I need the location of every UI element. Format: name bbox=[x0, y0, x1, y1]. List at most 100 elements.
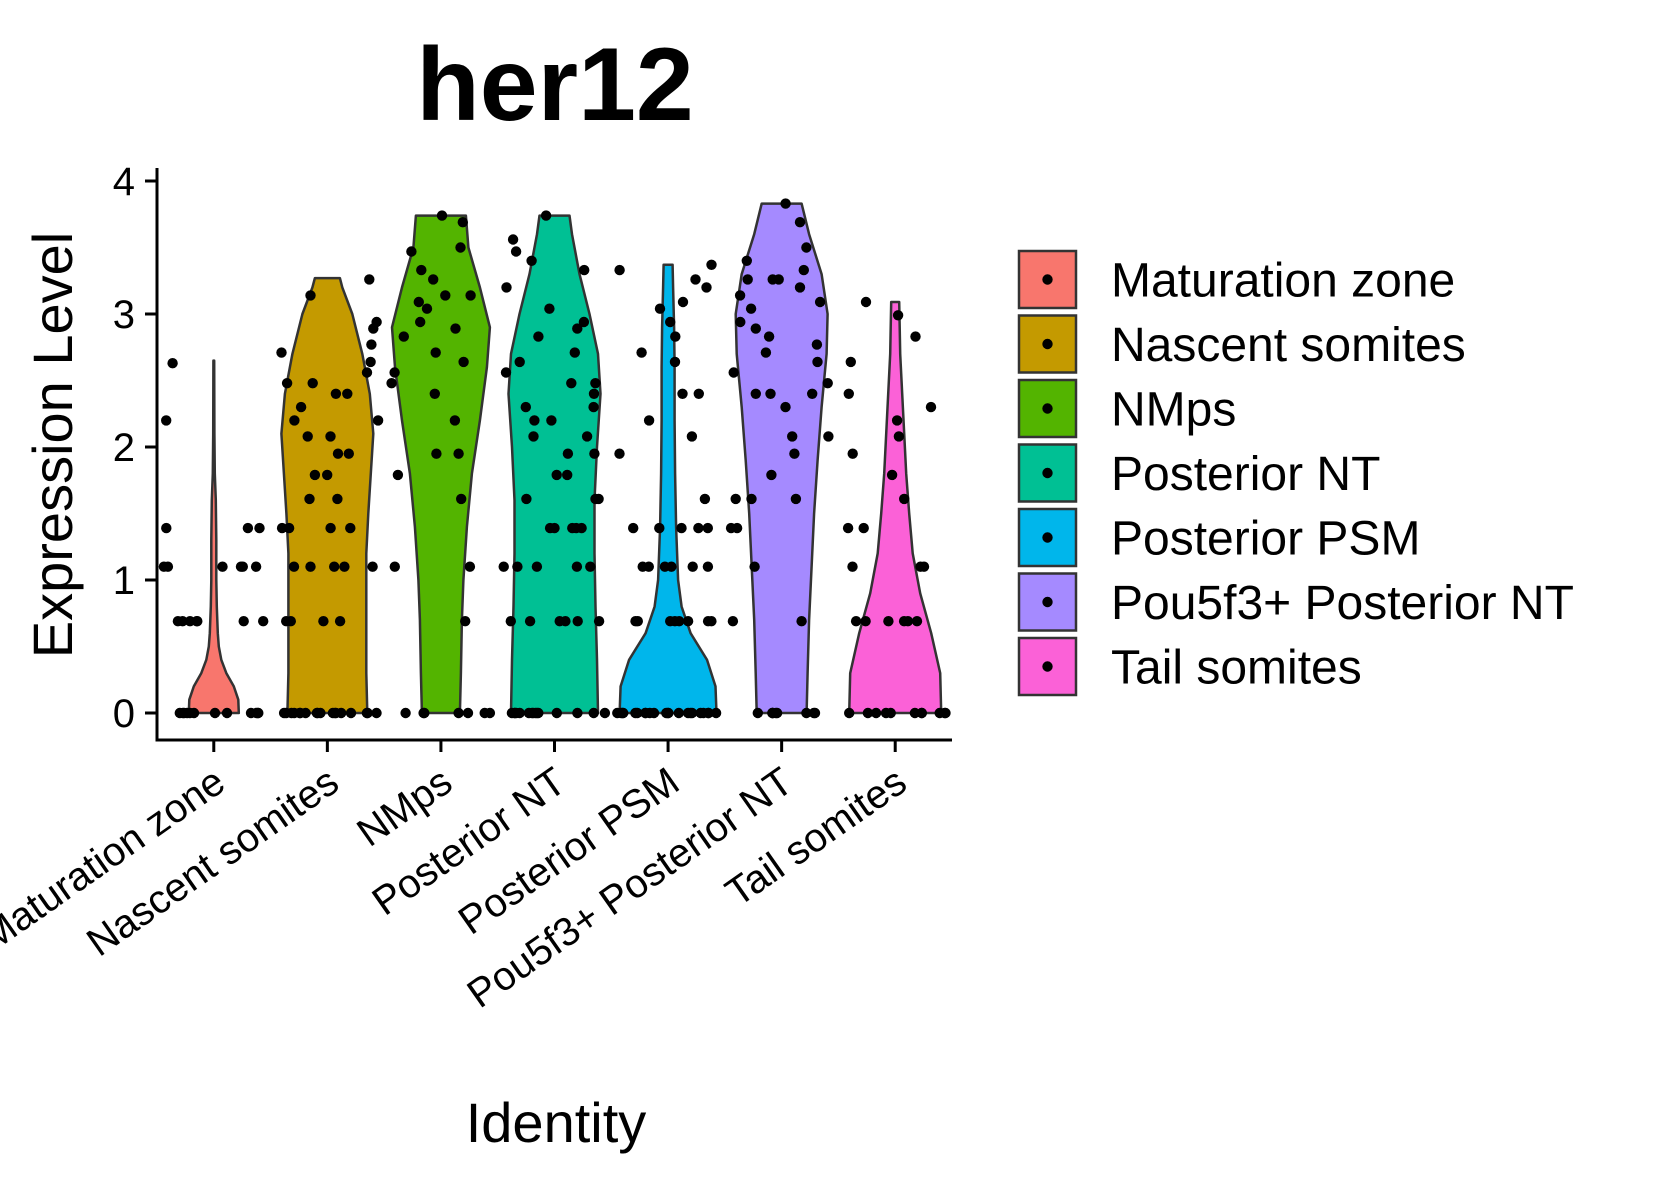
data-point bbox=[862, 707, 874, 719]
y-tick-label: 3 bbox=[113, 293, 135, 337]
data-point bbox=[572, 323, 583, 334]
data-point bbox=[940, 707, 951, 719]
data-point bbox=[540, 210, 552, 221]
data-point bbox=[371, 707, 382, 719]
data-point bbox=[514, 356, 525, 368]
data-point bbox=[794, 282, 806, 293]
data-point bbox=[588, 707, 599, 719]
data-point bbox=[643, 415, 655, 426]
data-point bbox=[636, 347, 647, 358]
data-point bbox=[302, 431, 313, 442]
data-point bbox=[665, 316, 676, 328]
data-point bbox=[599, 707, 611, 719]
data-point bbox=[285, 616, 296, 627]
data-point bbox=[730, 493, 741, 505]
data-point bbox=[276, 347, 287, 358]
data-point bbox=[167, 358, 178, 369]
data-point bbox=[526, 255, 537, 266]
data-point bbox=[891, 415, 903, 426]
legend-key-point bbox=[1042, 403, 1053, 414]
data-point bbox=[847, 561, 858, 572]
data-point bbox=[899, 493, 910, 505]
data-point bbox=[430, 347, 441, 358]
data-point bbox=[790, 493, 802, 505]
data-point bbox=[389, 367, 400, 378]
data-point bbox=[458, 356, 469, 368]
data-point bbox=[278, 707, 290, 719]
data-point bbox=[184, 616, 196, 627]
legend-key-point bbox=[1042, 338, 1053, 350]
data-point bbox=[925, 401, 937, 413]
data-point bbox=[300, 707, 311, 719]
violin-tail-somites bbox=[847, 300, 943, 715]
data-point bbox=[531, 561, 543, 572]
data-point bbox=[822, 378, 833, 389]
data-point bbox=[392, 469, 404, 481]
data-point bbox=[898, 616, 910, 627]
data-point bbox=[745, 303, 757, 314]
y-tick-label: 2 bbox=[113, 426, 135, 470]
data-point bbox=[590, 378, 601, 389]
data-point bbox=[870, 707, 882, 719]
legend-key-point bbox=[1042, 467, 1053, 479]
data-point bbox=[742, 274, 753, 285]
data-point bbox=[812, 356, 823, 368]
data-point bbox=[372, 415, 384, 426]
data-point bbox=[886, 469, 898, 481]
data-point bbox=[305, 561, 316, 572]
legend-label: NMps bbox=[1111, 384, 1236, 437]
data-point bbox=[339, 561, 350, 572]
data-point bbox=[677, 388, 688, 399]
data-point bbox=[449, 415, 461, 426]
data-point bbox=[850, 616, 862, 627]
legend-label: Maturation zone bbox=[1111, 255, 1455, 308]
data-point bbox=[807, 388, 818, 399]
data-point bbox=[289, 707, 300, 719]
data-point bbox=[221, 707, 233, 719]
data-point bbox=[329, 561, 340, 572]
data-point bbox=[322, 469, 333, 481]
data-point bbox=[735, 316, 746, 328]
data-point bbox=[453, 707, 464, 719]
data-point bbox=[334, 616, 346, 627]
data-point bbox=[250, 561, 262, 572]
data-point bbox=[637, 561, 648, 572]
data-point bbox=[801, 242, 812, 253]
data-point bbox=[842, 522, 854, 534]
data-point bbox=[460, 616, 471, 627]
data-point bbox=[693, 388, 704, 399]
legend-label: Nascent somites bbox=[1111, 319, 1466, 372]
data-point bbox=[811, 339, 823, 350]
data-point bbox=[367, 561, 378, 572]
data-point bbox=[462, 707, 474, 719]
data-point bbox=[588, 401, 599, 413]
data-point bbox=[843, 388, 854, 399]
data-point bbox=[529, 415, 540, 426]
data-point bbox=[728, 367, 739, 378]
data-point bbox=[342, 388, 353, 399]
data-point bbox=[767, 274, 778, 285]
data-point bbox=[343, 448, 354, 459]
violin-posterior-nt bbox=[507, 214, 602, 715]
data-point bbox=[209, 707, 221, 719]
data-point bbox=[330, 388, 342, 399]
data-point bbox=[750, 323, 761, 334]
data-point bbox=[796, 616, 807, 627]
data-point bbox=[416, 264, 427, 276]
data-point bbox=[484, 707, 496, 719]
data-point bbox=[456, 493, 467, 505]
data-point bbox=[428, 274, 439, 285]
data-point bbox=[593, 616, 605, 627]
data-point bbox=[682, 616, 694, 627]
data-point bbox=[579, 264, 590, 276]
data-point bbox=[808, 707, 820, 719]
legend: Maturation zone Nascent somites NMps Poster… bbox=[1017, 249, 1574, 697]
data-point bbox=[572, 707, 583, 719]
data-point bbox=[614, 264, 625, 276]
data-point bbox=[640, 707, 651, 719]
data-point bbox=[616, 707, 627, 719]
legend-key-point bbox=[1042, 274, 1053, 285]
data-point bbox=[590, 493, 601, 505]
data-point bbox=[670, 331, 681, 342]
data-point bbox=[507, 234, 519, 245]
